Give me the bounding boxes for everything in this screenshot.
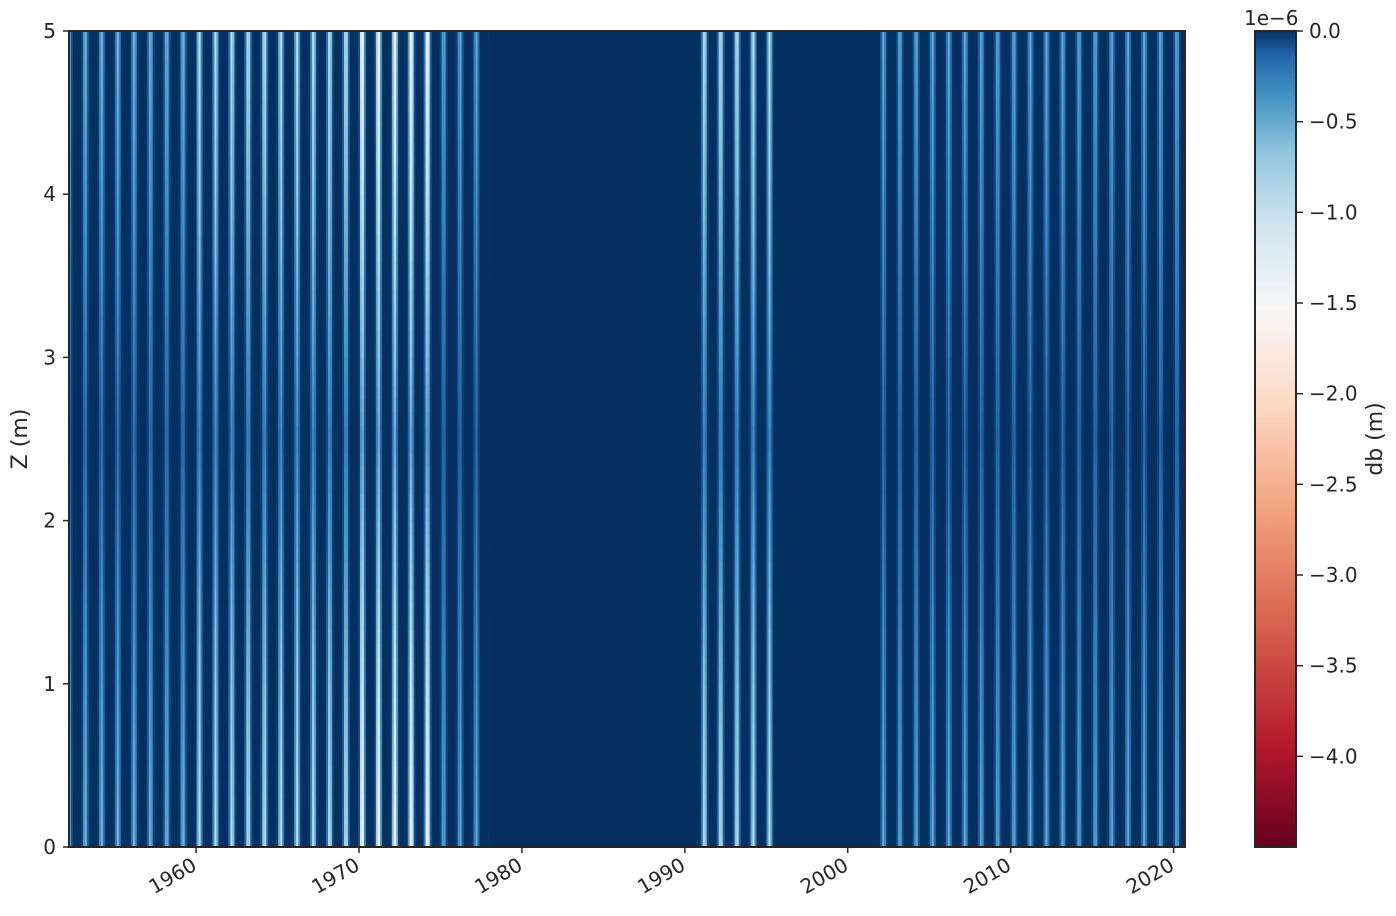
- heatmap-plot-area: [69, 31, 1186, 848]
